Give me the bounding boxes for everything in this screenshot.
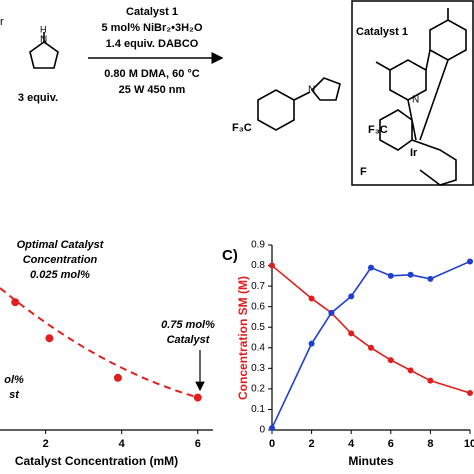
point xyxy=(427,377,434,384)
point xyxy=(11,298,20,307)
x-tick-label: 2 xyxy=(309,438,315,450)
annotation: Optimal Catalyst xyxy=(17,239,105,251)
n-label: N xyxy=(412,95,419,106)
x-tick-label: 6 xyxy=(195,438,201,450)
y-tick-label: 0.5 xyxy=(251,322,265,333)
x-tick-label: 6 xyxy=(388,438,394,450)
annotation: Catalyst xyxy=(167,334,211,346)
point xyxy=(407,271,414,278)
point xyxy=(113,373,122,382)
condition: 25 W 450 nm xyxy=(119,84,186,96)
fit-curve xyxy=(0,287,201,399)
condition: 0.80 M DMA, 60 °C xyxy=(104,68,200,80)
annotation: 0.75 mol% xyxy=(161,319,215,331)
annotation: Concentration xyxy=(23,254,98,266)
equiv: 3 equiv. xyxy=(18,92,58,104)
box-title: Catalyst 1 xyxy=(356,26,408,38)
point xyxy=(348,293,355,300)
x-tick-label: 4 xyxy=(348,438,355,450)
catalyst-box xyxy=(351,0,474,186)
y-tick-label: 0.6 xyxy=(251,301,265,312)
point xyxy=(387,357,394,364)
point xyxy=(308,295,315,302)
fluoro: F xyxy=(360,166,367,178)
y-tick-label: 0.4 xyxy=(251,342,265,353)
y-tick-label: 0 xyxy=(259,425,265,436)
x-axis-label: Minutes xyxy=(348,454,394,468)
condition: 1.4 equiv. DABCO xyxy=(106,38,199,50)
product-group: F₃C xyxy=(232,122,252,134)
point xyxy=(427,275,434,282)
n-label: N xyxy=(308,85,315,96)
point xyxy=(348,330,355,337)
y-tick-label: 0.1 xyxy=(251,404,265,415)
point xyxy=(467,258,473,265)
x-tick-label: 0 xyxy=(269,438,275,450)
point xyxy=(308,340,315,347)
y-tick-label: 0.3 xyxy=(251,363,265,374)
point xyxy=(368,344,374,351)
series-line xyxy=(271,260,471,429)
point xyxy=(407,367,414,374)
series-line xyxy=(271,264,471,394)
condition: 5 mol% NiBr₂•3H₂O xyxy=(101,22,202,34)
y-axis-label: Concentration SM (M) xyxy=(236,276,250,400)
y-tick-label: 0.8 xyxy=(251,260,265,271)
point xyxy=(269,262,275,269)
y-tick-label: 0.9 xyxy=(251,240,265,251)
point xyxy=(368,264,374,271)
x-axis-label: Catalyst Concentration (mM) xyxy=(15,454,178,468)
x-tick-label: 2 xyxy=(43,438,49,450)
point xyxy=(387,272,394,279)
panel-label: C) xyxy=(222,247,238,264)
ligand-group: F₃C xyxy=(368,124,388,136)
x-tick-label: 8 xyxy=(427,438,433,450)
point xyxy=(269,424,275,431)
fragment: r xyxy=(0,16,4,28)
n-label: H xyxy=(40,24,47,34)
y-tick-label: 0.7 xyxy=(251,281,265,292)
scheme: r H N 3 equiv. Catalyst 1 5 mol% NiBr₂•3… xyxy=(0,0,474,186)
metal: Ir xyxy=(410,147,418,159)
n-label: N xyxy=(40,35,47,46)
annotation: 0.025 mol% xyxy=(30,269,90,281)
annotation: st xyxy=(9,389,20,401)
point xyxy=(467,390,473,396)
condition: Catalyst 1 xyxy=(126,6,178,18)
annotation: ol% xyxy=(4,374,24,386)
x-tick-label: 4 xyxy=(119,438,126,450)
point xyxy=(45,334,54,343)
y-tick-label: 0.2 xyxy=(251,384,265,395)
point xyxy=(328,309,335,316)
x-tick-label: 10 xyxy=(464,438,474,450)
point xyxy=(193,393,202,402)
